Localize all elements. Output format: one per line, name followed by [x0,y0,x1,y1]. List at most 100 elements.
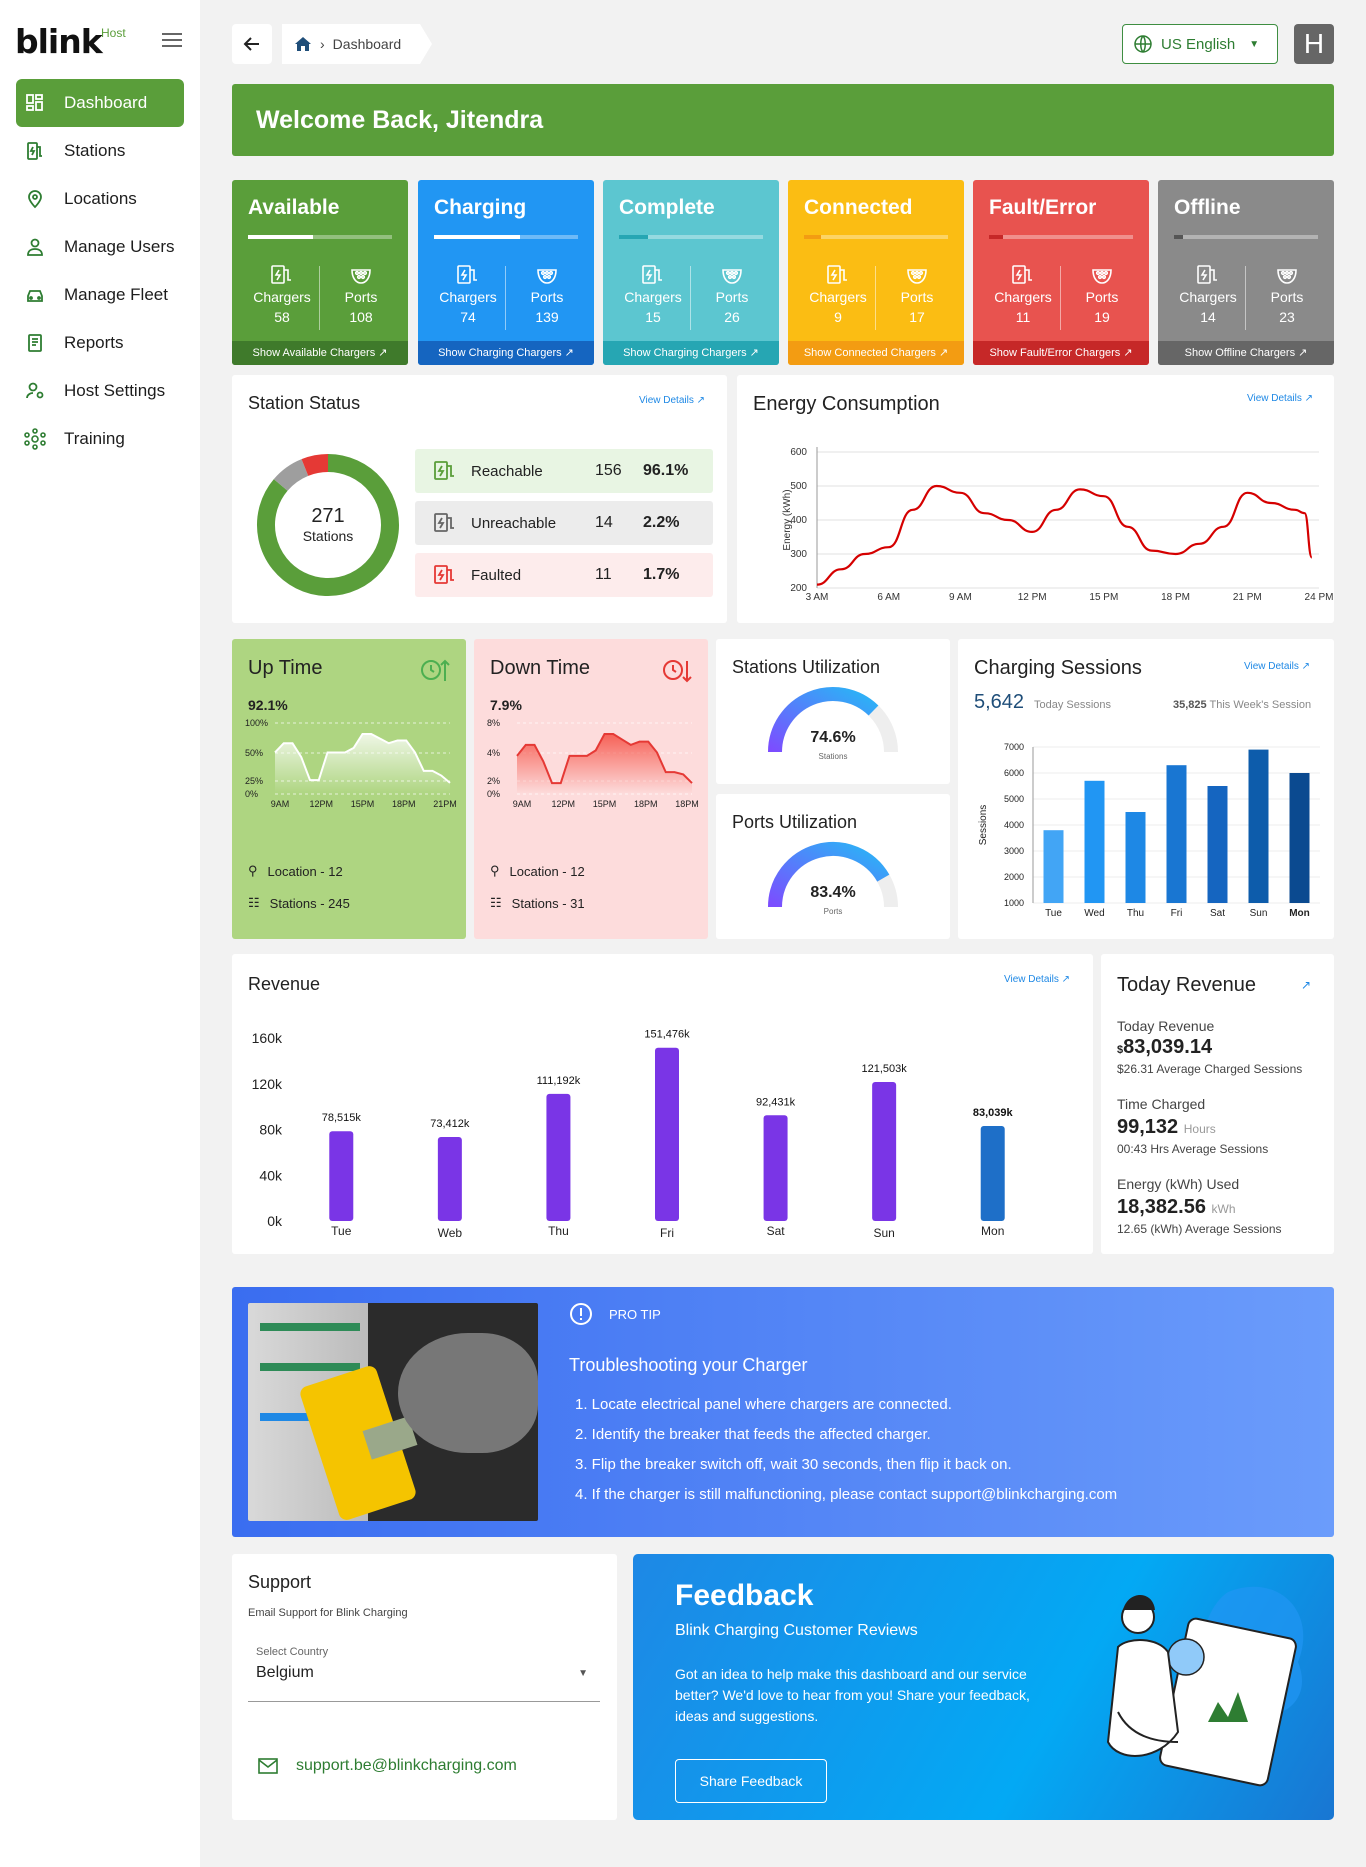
sidebar-item-dashboard[interactable]: Dashboard [16,79,184,127]
charging-sessions-panel: Charging Sessions View Details ↗ 5,642 T… [958,639,1334,939]
pro-tip-label: PRO TIP [609,1307,661,1322]
station-status-percent: 96.1% [643,462,689,479]
stations-utilization-title: Stations Utilization [732,657,881,677]
y-tick-label: 120k [252,1076,283,1092]
share-feedback-button[interactable]: Share Feedback [675,1759,827,1803]
external-link-icon[interactable]: ↗ [1301,978,1312,992]
ports-count: 19 [1094,309,1110,325]
location-pin-icon: ⚲ [248,863,258,878]
sidebar-item-stations[interactable]: Stations [16,127,184,175]
globe-icon [1134,35,1152,53]
time-label: Time Charged [1117,1096,1206,1112]
avatar[interactable]: H [1294,24,1334,64]
y-tick-label: 4000 [1004,820,1024,830]
revenue-bar-label: 83,039k [973,1107,1014,1119]
back-button[interactable] [232,24,272,64]
status-card-link[interactable]: Show Charging Chargers ↗ [603,341,779,365]
ports-count: 17 [909,309,925,325]
energy-view-details[interactable]: View Details ↗ [1247,393,1313,404]
downtime-location-text: Location - 12 [509,863,585,879]
sidebar-item-reports[interactable]: Reports [16,319,184,367]
x-tick-label: 15PM [593,799,617,809]
rev-value: 83,039.14 [1123,1036,1213,1058]
status-card-link[interactable]: Show Connected Chargers ↗ [788,341,964,365]
chargers-count: 14 [1200,309,1216,325]
y-axis-label: Energy (kWh) [782,489,793,550]
downtime-location: ⚲ Location - 12 [490,863,585,879]
sidebar-item-training[interactable]: Training [16,415,184,463]
report-icon [24,332,46,354]
external-link-icon: ↗ [1304,393,1314,404]
ports-count: 26 [724,309,740,325]
chargers-count: 74 [460,309,476,325]
status-card-progress [989,235,1133,239]
language-select[interactable]: US English ▼ [1122,24,1278,64]
country-select[interactable]: Select Country Belgium ▼ [248,1646,600,1702]
port-icon [1066,264,1138,286]
status-card-title: Offline [1174,196,1241,219]
y-tick-label: 0% [487,789,500,799]
sidebar-item-locations[interactable]: Locations [16,175,184,223]
divider [1060,266,1061,330]
sidebar-item-manage-fleet[interactable]: Manage Fleet [16,271,184,319]
hamburger-menu-icon[interactable] [162,33,182,47]
support-email: support.be@blinkcharging.com [296,1757,517,1774]
support-title: Support [248,1572,312,1592]
sessions-view-details[interactable]: View Details ↗ [1244,661,1310,672]
caret-down-icon: ▼ [1249,38,1260,50]
view-details-label: View Details [1244,661,1299,672]
revenue-bar [763,1115,788,1221]
arrow-left-icon [243,37,259,51]
charger-icon [246,264,318,286]
y-tick-label: 400 [790,515,807,526]
downtime-title: Down Time [490,657,591,679]
user-gear-icon [24,380,46,402]
language-label: US English [1161,35,1236,53]
station-status-count: 11 [595,566,612,583]
ports-utilization-value: 83.4% [810,884,856,901]
energy-used-unit: kWh [1211,1202,1236,1216]
status-card-link[interactable]: Show Fault/Error Chargers ↗ [973,341,1149,365]
training-icon [24,428,46,450]
charger-icon [434,461,454,480]
port-icon [881,264,953,286]
downtime-stations-text: Stations - 31 [511,895,585,911]
status-card-link[interactable]: Show Charging Chargers ↗ [418,341,594,365]
charger-icon [434,565,454,584]
chargers-count: 15 [645,309,661,325]
y-tick-label: 1000 [1004,898,1024,908]
rev-currency: $ [1117,1044,1124,1056]
y-tick-label: 160k [252,1030,283,1046]
view-details-label: View Details [1004,974,1059,985]
donut-slice-reachable [257,454,399,596]
revenue-view-details[interactable]: View Details ↗ [1004,974,1070,985]
y-tick-label: 8% [487,718,500,728]
ports-stat: Ports 17 [881,264,953,325]
blink-logo[interactable]: blink [15,22,103,61]
sessions-bar-chart: 1000 2000 3000 4000 5000 6000 7000 Sessions Tue W… [978,742,1320,919]
sidebar-item-manage-users[interactable]: Manage Users [16,223,184,271]
today-revenue-title: Today Revenue [1117,974,1256,996]
x-tick-label: Sat [1210,908,1225,919]
station-status-view-details[interactable]: View Details ↗ [639,395,705,406]
y-tick-label: 40k [259,1167,283,1183]
revenue-bar [546,1093,571,1221]
station-status-row-faulted[interactable]: Faulted 11 1.7% [415,553,713,597]
status-card-link[interactable]: Show Available Chargers ↗ [232,341,408,365]
y-tick-label: 5000 [1004,794,1024,804]
ports-stat: Ports 19 [1066,264,1138,325]
support-email-link[interactable]: support.be@blinkcharging.com [258,1757,517,1775]
station-status-row-unreachable[interactable]: Unreachable 14 2.2% [415,501,713,545]
chargers-label: Chargers [809,289,867,305]
station-status-row-reachable[interactable]: Reachable 156 96.1% [415,449,713,493]
y-axis-label: Sessions [978,805,989,846]
uptime-value: 92.1% [248,697,288,713]
energy-line-chart: 200 300 400 500 600 3 AM 6 AM 9 AM 12 PM 15 PM 18 … [782,447,1333,603]
ports-utilization-gauge [768,842,898,908]
sidebar-item-label: Reports [64,333,124,352]
status-card-link[interactable]: Show Offline Chargers ↗ [1158,341,1334,365]
sidebar-item-host-settings[interactable]: Host Settings [16,367,184,415]
sessions-bar [1084,780,1105,903]
sidebar-item-label: Stations [64,141,126,160]
home-icon[interactable] [294,36,312,52]
